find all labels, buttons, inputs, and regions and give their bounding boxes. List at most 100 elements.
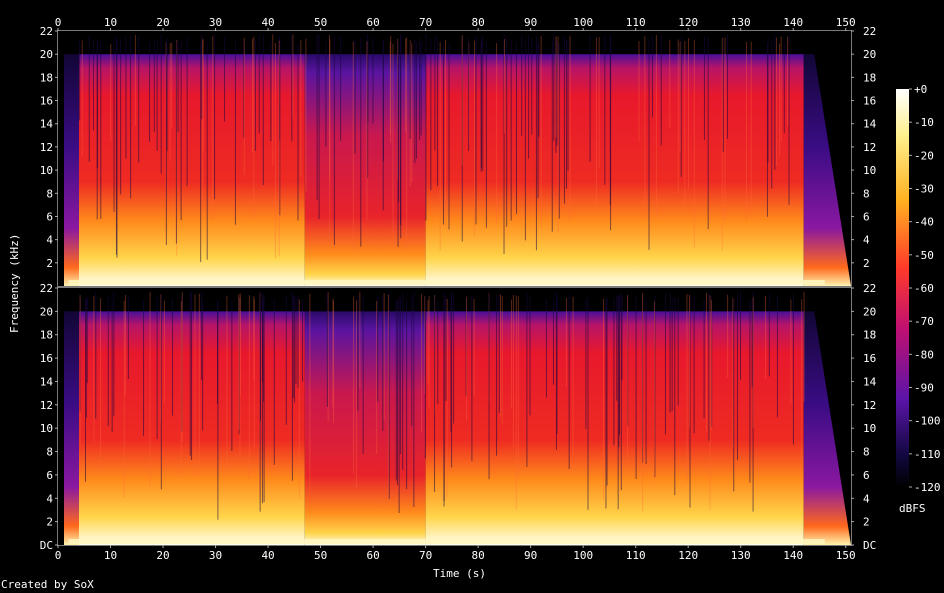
- spectral-streak: [295, 298, 297, 385]
- spectral-streak: [239, 293, 241, 397]
- spectrogram-panels: [57, 30, 852, 546]
- spectral-streak: [406, 299, 408, 490]
- spectral-streak: [367, 40, 369, 122]
- spectral-streak: [733, 298, 735, 492]
- spectral-streak: [803, 291, 805, 403]
- spectral-streak: [434, 35, 436, 151]
- y-tick-label-left: 8: [46, 187, 53, 200]
- spectral-streak: [134, 35, 136, 126]
- spectral-streak: [684, 41, 686, 205]
- spectral-streak: [529, 295, 531, 416]
- spectral-streak: [765, 296, 767, 379]
- spectral-streak: [792, 293, 794, 445]
- colorbar: +0 -10 -20 -30 -40 -50 -60 -70 -80 -90 -100 -110 -12…: [896, 83, 941, 494]
- spectral-streak: [538, 42, 540, 137]
- spectral-streak: [461, 35, 463, 166]
- spectral-streak: [123, 300, 125, 498]
- spectral-streak: [413, 292, 415, 508]
- spectral-streak: [504, 39, 506, 134]
- spectral-streak: [263, 297, 265, 402]
- spectral-streak: [788, 35, 790, 205]
- spectral-streak: [397, 39, 399, 247]
- spectral-streak: [243, 37, 245, 176]
- colorbar-tick-label: +0: [914, 83, 927, 96]
- spectral-streak: [217, 301, 219, 404]
- y-tick-label-left: 2: [46, 257, 53, 270]
- spectral-streak: [302, 299, 304, 382]
- spectral-streak: [353, 296, 355, 474]
- spectral-streak: [340, 36, 342, 141]
- x-tick-label-top: 130: [731, 16, 751, 29]
- spectral-streak: [399, 297, 401, 455]
- spectral-streak: [238, 293, 240, 430]
- spectral-streak: [125, 295, 127, 395]
- spectral-streak: [540, 36, 542, 227]
- spectral-streak: [766, 43, 768, 217]
- spectral-streak: [85, 296, 87, 418]
- spectral-streak: [768, 293, 770, 377]
- y-tick-label-right: 4: [863, 234, 870, 247]
- spectral-streak: [355, 300, 357, 488]
- x-tick-label-top: 70: [419, 16, 432, 29]
- spectral-streak: [430, 38, 432, 191]
- spectral-streak: [79, 298, 81, 412]
- spectral-streak: [732, 298, 734, 450]
- y-tick-label-right: 20: [863, 305, 876, 318]
- spectral-streak: [125, 36, 127, 159]
- spectral-streak: [775, 37, 777, 166]
- spectral-streak: [651, 35, 653, 118]
- spectral-streak: [428, 295, 430, 409]
- spectral-streak: [752, 292, 754, 512]
- spectral-streak: [234, 41, 236, 225]
- colorbar-tick-label: -80: [914, 348, 934, 361]
- spectral-streak: [727, 294, 729, 378]
- spectral-streak: [81, 40, 83, 157]
- spectral-streak: [693, 39, 695, 249]
- spectral-streak: [752, 297, 754, 428]
- spectral-streak: [186, 36, 188, 187]
- spectral-streak: [501, 295, 503, 425]
- spectral-streak: [390, 35, 392, 143]
- spectral-streak: [405, 38, 407, 132]
- spectral-streak: [190, 291, 192, 461]
- spectral-streak: [202, 301, 204, 431]
- spectral-streak: [316, 34, 318, 200]
- low-frequency-band: [68, 539, 825, 544]
- spectral-streak: [442, 43, 444, 225]
- spectral-streak: [627, 295, 629, 463]
- spectral-streak: [605, 299, 607, 509]
- x-tick-label-top: 60: [366, 16, 379, 29]
- fade-out-region: [803, 54, 851, 286]
- x-tick-label-bottom: 120: [678, 549, 698, 562]
- spectral-streak: [326, 292, 328, 407]
- spectral-streak: [453, 292, 455, 424]
- colorbar-tick-label: -100: [914, 415, 941, 428]
- x-tick-label-bottom: 50: [314, 549, 327, 562]
- y-tick-label-right: 18: [863, 329, 876, 342]
- spectral-streak: [279, 35, 281, 216]
- spectral-streak: [359, 291, 361, 388]
- y-tick-label-right: 2: [863, 516, 870, 529]
- y-tick-label-right: 14: [863, 118, 877, 131]
- spectral-streak: [450, 297, 452, 432]
- y-tick-label-left: 18: [40, 329, 53, 342]
- x-tick-label-bottom: 10: [104, 549, 117, 562]
- colorbar-unit-label: dBFS: [899, 502, 926, 515]
- spectral-streak: [377, 296, 379, 402]
- y-tick-label-right: 6: [863, 469, 870, 482]
- spectral-streak: [189, 291, 191, 456]
- spectral-streak: [473, 298, 475, 397]
- spectral-streak: [116, 38, 118, 258]
- spectral-streak: [482, 35, 484, 171]
- y-tick-label-left: 4: [46, 492, 53, 505]
- x-tick-label-top: 100: [573, 16, 593, 29]
- y-tick-label-right: DC: [863, 539, 876, 552]
- spectral-streak: [648, 40, 650, 250]
- spectral-streak: [398, 297, 400, 513]
- spectral-streak: [217, 301, 219, 520]
- spectral-streak: [156, 38, 158, 151]
- spectral-streak: [535, 37, 537, 251]
- spectral-streak: [398, 43, 400, 203]
- y-tick-label-left: 20: [40, 48, 53, 61]
- spectral-streak: [388, 291, 390, 499]
